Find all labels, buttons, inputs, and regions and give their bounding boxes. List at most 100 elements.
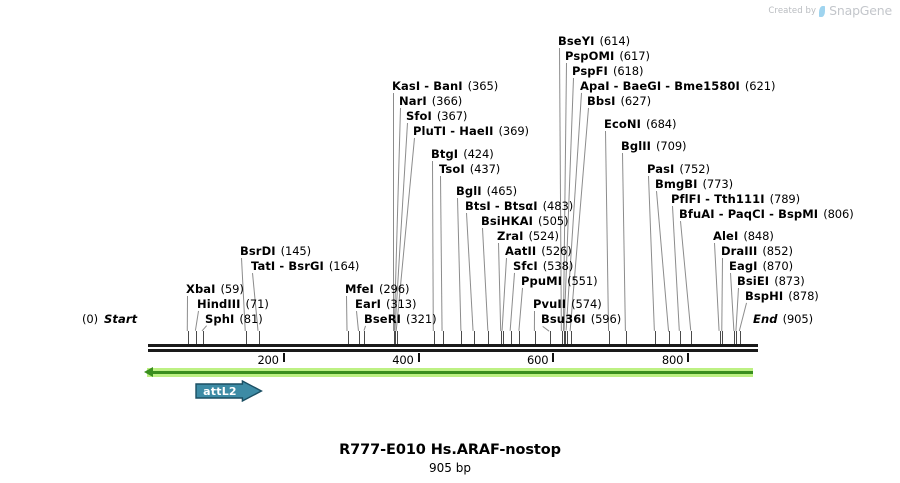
enzyme-position: (621): [744, 79, 776, 93]
enzyme-name: End: [753, 312, 778, 326]
restriction-site-tick: [740, 331, 741, 344]
ruler-tick: [552, 353, 554, 362]
enzyme-label[interactable]: XbaI (59): [186, 283, 244, 295]
restriction-site-tick: [196, 331, 197, 344]
enzyme-label[interactable]: SfcI (538): [513, 260, 573, 272]
enzyme-label[interactable]: ApaI - BaeGI - Bme1580I (621): [580, 80, 775, 92]
enzyme-label[interactable]: EcoNI (684): [604, 117, 677, 131]
restriction-site-tick: [626, 331, 627, 344]
restriction-site-tick: [736, 331, 737, 344]
enzyme-label[interactable]: BspHI (878): [745, 290, 819, 302]
snapgene-watermark: Created by SnapGene: [768, 3, 892, 18]
enzyme-name: BmgBI: [655, 177, 698, 191]
enzyme-label[interactable]: EarI (313): [355, 298, 417, 310]
restriction-site-tick: [488, 331, 489, 344]
restriction-site-tick: [188, 331, 189, 344]
enzyme-label[interactable]: (0) Start: [82, 313, 137, 325]
enzyme-label[interactable]: PspOMI (617): [565, 50, 650, 62]
enzyme-label[interactable]: BbsI (627): [587, 95, 651, 107]
enzyme-label[interactable]: Bsu36I (596): [541, 313, 621, 325]
enzyme-label[interactable]: PpuMI (551): [521, 275, 598, 287]
enzyme-position: (71): [245, 297, 269, 311]
leader-line: [186, 295, 188, 331]
enzyme-label[interactable]: BseYI (614): [558, 35, 630, 47]
enzyme-position: (614): [599, 34, 631, 48]
enzyme-position: (0): [82, 312, 98, 326]
enzyme-label[interactable]: BmgBI (773): [655, 178, 733, 190]
enzyme-position: (806): [823, 207, 854, 221]
leader-line: [714, 243, 720, 332]
enzyme-label[interactable]: BtsI - BtsαI (483): [465, 200, 573, 212]
leader-line: [542, 326, 550, 332]
backbone-strand-2: [148, 349, 758, 352]
enzyme-label[interactable]: PspFI (618): [572, 65, 643, 77]
enzyme-position: (870): [762, 259, 794, 273]
enzyme-label[interactable]: BsiEI (873): [737, 275, 805, 287]
restriction-site-tick: [501, 331, 502, 344]
enzyme-label[interactable]: BfuAI - PaqCI - BspMI (806): [679, 208, 854, 220]
restriction-site-tick: [364, 331, 365, 344]
enzyme-label[interactable]: EagI (870): [729, 260, 793, 272]
enzyme-position: (617): [619, 49, 650, 63]
enzyme-name: BspHI: [745, 289, 784, 303]
enzyme-position: (596): [590, 312, 622, 326]
enzyme-label[interactable]: BtgI (424): [431, 148, 494, 160]
enzyme-label[interactable]: AleI (848): [713, 230, 774, 242]
restriction-site-tick: [669, 331, 670, 344]
restriction-site-tick: [443, 331, 444, 344]
enzyme-name: BtsI - BtsαI: [465, 199, 538, 213]
enzyme-name: BtgI: [431, 147, 459, 161]
enzyme-label[interactable]: PvuII (574): [533, 298, 602, 310]
enzyme-name: MfeI: [345, 282, 374, 296]
leader-line: [735, 287, 739, 331]
enzyme-label[interactable]: BsiHKAI (505): [481, 214, 569, 228]
restriction-site-tick: [259, 331, 260, 344]
leader-line: [194, 310, 199, 331]
restriction-site-tick: [519, 331, 520, 344]
orf-arrow-line[interactable]: [153, 371, 754, 374]
enzyme-label[interactable]: TatI - BsrGI (164): [251, 260, 359, 272]
enzyme-label[interactable]: End (905): [753, 313, 813, 325]
enzyme-position: (709): [656, 139, 687, 153]
leader-line: [680, 221, 692, 332]
restriction-site-tick: [511, 331, 512, 344]
attL2-arrow-shape: [195, 380, 263, 402]
enzyme-label[interactable]: NarI (366): [399, 95, 462, 107]
enzyme-position: (684): [645, 117, 677, 131]
enzyme-label[interactable]: KasI - BanI (365): [392, 80, 498, 92]
enzyme-name: TsoI: [439, 162, 465, 176]
restriction-site-tick: [720, 331, 721, 344]
enzyme-label[interactable]: ZraI (524): [497, 230, 559, 242]
restriction-site-tick: [691, 331, 692, 344]
feature-attL2[interactable]: attL2: [195, 380, 263, 402]
restriction-site-tick: [246, 331, 247, 344]
enzyme-label[interactable]: TsoI (437): [439, 163, 500, 175]
enzyme-label[interactable]: PluTI - HaeII (369): [413, 125, 529, 137]
restriction-site-tick: [609, 331, 610, 344]
leader-line: [730, 273, 735, 332]
enzyme-name: BsiHKAI: [481, 214, 533, 228]
enzyme-label[interactable]: MfeI (296): [345, 283, 409, 295]
enzyme-label[interactable]: SfoI (367): [406, 110, 467, 122]
enzyme-label[interactable]: HindIII (71): [197, 298, 269, 310]
leader-line: [466, 213, 474, 332]
enzyme-position: (145): [280, 244, 312, 258]
enzyme-position: (424): [463, 147, 494, 161]
enzyme-label[interactable]: BglII (709): [621, 139, 687, 153]
enzyme-label[interactable]: SphI (81): [205, 313, 263, 325]
enzyme-label[interactable]: AatII (526): [505, 245, 572, 257]
enzyme-label[interactable]: DraIII (852): [721, 245, 793, 257]
enzyme-name: BsiEI: [737, 274, 770, 288]
enzyme-label[interactable]: BsrDI (145): [240, 245, 311, 257]
enzyme-label[interactable]: PasI (752): [647, 163, 710, 175]
enzyme-label[interactable]: BglI (465): [456, 185, 517, 197]
leader-line: [605, 131, 610, 332]
enzyme-label[interactable]: BseRI (321): [364, 313, 437, 325]
enzyme-position: (773): [702, 177, 734, 191]
enzyme-name: ApaI - BaeGI - Bme1580I: [580, 79, 740, 93]
enzyme-label[interactable]: PflFI - Tth111I (789): [671, 193, 800, 205]
enzyme-position: (752): [679, 162, 710, 176]
enzyme-name: HindIII: [197, 297, 241, 311]
attL2-label: attL2: [203, 385, 237, 398]
